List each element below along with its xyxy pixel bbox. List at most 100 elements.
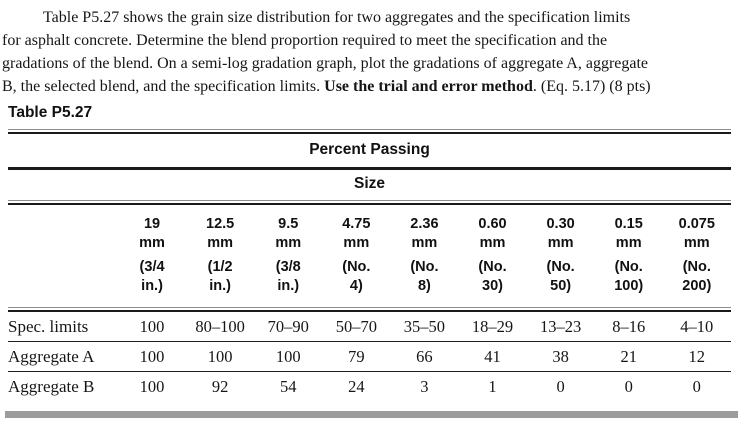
table-cell: 100: [207, 346, 233, 366]
text-segment: . (Eq. 5.17) (8 pts): [532, 78, 651, 95]
row-separator-rule: [8, 371, 731, 372]
table-row: Aggregate B 100 92 54 24 3 1 0 0 0: [8, 372, 731, 401]
table-cell: 8–16: [612, 316, 646, 336]
text-segment: B, the selected blend, and the specifica…: [2, 78, 325, 95]
table-caption: Table P5.27: [8, 104, 93, 121]
size-column-header-line: mm: [411, 235, 438, 251]
row-separator-rule: [8, 341, 731, 342]
text-segment: Table P5.27 shows the grain size distrib…: [43, 9, 631, 26]
table-cell: 100: [275, 346, 301, 366]
size-column-header-line: 30): [482, 278, 503, 294]
table-cell: 21: [620, 346, 637, 366]
table-cell: 100: [139, 346, 165, 366]
table-cell: 0: [624, 376, 633, 396]
rule-below-size: [8, 200, 731, 205]
table-cell: 54: [279, 376, 297, 396]
table-cell: 38: [552, 346, 569, 366]
size-column-header-line: 4.75: [342, 216, 371, 232]
size-column-header-line: in.): [209, 278, 232, 294]
size-column-header-line: in.): [277, 278, 300, 294]
table-cell: 50–70: [335, 316, 377, 336]
size-column-header: 19 mm (3/4 in.): [118, 215, 186, 296]
size-column-header: 4.75 mm (No. 4): [322, 215, 390, 296]
rule-below-column-headers: [8, 307, 731, 312]
problem-paragraph: Table P5.27 shows the grain size distrib…: [2, 6, 741, 98]
size-column-header-line: mm: [615, 235, 642, 251]
size-column-header-line: mm: [683, 235, 710, 251]
size-column-header-line: mm: [343, 235, 370, 251]
size-column-header-line: (No.: [410, 259, 439, 275]
size-column-header: 2.36 mm (No. 8): [390, 215, 458, 296]
size-column-header: 9.5 mm (3/8 in.): [254, 215, 322, 296]
size-column-header-line: mm: [139, 235, 165, 251]
size-column-header-line: 19: [143, 216, 161, 232]
row-label: Spec. limits: [8, 316, 89, 336]
paragraph-line: B, the selected blend, and the specifica…: [2, 75, 741, 98]
size-column-header: 0.30 mm (No. 50): [527, 215, 595, 296]
size-column-header-line: (No.: [342, 259, 371, 275]
table-cell: 92: [211, 376, 229, 396]
rule-below-percent-passing: [8, 167, 731, 170]
table-cell: 100: [139, 316, 165, 336]
table-cell: 70–90: [267, 316, 309, 336]
table-cell: 79: [348, 346, 365, 366]
group-header-percent-passing: Percent Passing: [309, 141, 430, 158]
table-cell: 66: [416, 346, 433, 366]
size-column-header-line: (3/8: [275, 259, 301, 275]
text-segment: gradations of the blend. On a semi-log g…: [2, 55, 649, 72]
size-column-header-line: mm: [275, 235, 302, 251]
table-cell: 1: [488, 376, 497, 396]
table-top-rule: [8, 129, 731, 134]
table-cell: 0: [692, 376, 701, 396]
table-cell: 24: [348, 376, 365, 396]
row-label: Aggregate A: [8, 346, 95, 366]
table-cell: 80–100: [195, 316, 245, 336]
size-column-header-line: (No.: [682, 259, 711, 275]
size-column-header-line: 0.30: [546, 216, 575, 232]
size-column-header-line: 200): [682, 278, 712, 294]
table-cell: 41: [484, 346, 501, 366]
size-column-header-line: 50): [550, 278, 572, 294]
sub-header-size: Size: [353, 175, 385, 192]
size-column-header-line: (3/4: [139, 259, 165, 275]
size-column-header-line: 0.60: [478, 216, 507, 232]
table-cell: 13–23: [539, 316, 582, 336]
size-column-header-line: mm: [207, 235, 234, 251]
row-label: Aggregate B: [8, 376, 95, 396]
size-column-header-line: (No.: [614, 259, 643, 275]
size-column-header: 12.5 mm (1/2 in.): [186, 215, 254, 296]
size-column-header-line: in.): [141, 278, 163, 294]
row-label-column-spacer: [8, 215, 118, 296]
size-column-header-line: 100): [614, 278, 644, 294]
size-column-header: 0.60 mm (No. 30): [458, 215, 526, 296]
size-column-header-line: (1/2: [207, 259, 233, 275]
bottom-divider-bar: [5, 411, 738, 418]
table-cell: 12: [688, 346, 706, 366]
table-cell: 18–29: [471, 316, 514, 336]
table-cell: 35–50: [403, 316, 446, 336]
table-cell: 4–10: [680, 316, 714, 336]
table-cell: 100: [139, 376, 165, 396]
size-column-header-line: 12.5: [206, 216, 235, 232]
size-column-header: 0.075 mm (No. 200): [663, 215, 731, 296]
size-column-header-line: 8): [417, 278, 431, 294]
bold-phrase: Use the trial and error method: [324, 78, 533, 95]
table-cell: 0: [556, 376, 565, 396]
paragraph-line: Table P5.27 shows the grain size distrib…: [2, 6, 741, 29]
size-column-header-line: 2.36: [410, 216, 439, 232]
size-column-header: 0.15 mm (No. 100): [595, 215, 663, 296]
size-column-header-line: (No.: [478, 259, 507, 275]
size-column-header-line: mm: [479, 235, 506, 251]
size-column-header-line: mm: [547, 235, 574, 251]
size-column-header-line: 9.5: [278, 216, 299, 232]
column-header-row: 19 mm (3/4 in.) 12.5 mm (1/2 in.) 9.5 mm (3/8 in.) 4…: [8, 205, 731, 307]
table-p527: Percent Passing Size 19 mm (3/4 in.) 12.5 mm (…: [8, 129, 731, 401]
size-column-header-line: 0.075: [678, 216, 715, 232]
paragraph-line: gradations of the blend. On a semi-log g…: [2, 52, 741, 75]
table-row: Spec. limits 100 80–100 70–90 50–70 35–50 18–2…: [8, 312, 731, 341]
size-column-header-line: (No.: [546, 259, 575, 275]
size-column-header-line: 0.15: [614, 216, 643, 232]
text-segment: for asphalt concrete. Determine the blen…: [2, 32, 608, 49]
paragraph-line: for asphalt concrete. Determine the blen…: [2, 29, 741, 52]
